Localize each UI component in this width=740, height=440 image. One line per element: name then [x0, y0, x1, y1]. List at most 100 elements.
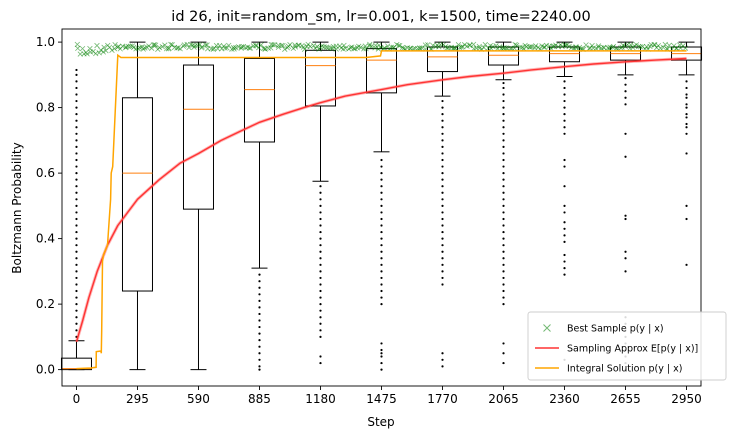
outlier-point [624, 103, 627, 106]
y-axis-title: Boltzmann Probability [10, 142, 24, 273]
outlier-point [563, 221, 566, 224]
outlier-point [563, 234, 566, 237]
outlier-point [380, 257, 383, 260]
best-sample-point [323, 44, 329, 50]
outlier-point [258, 273, 261, 276]
best-sample-point [230, 44, 237, 51]
best-sample-point [455, 42, 462, 48]
best-sample-point [666, 42, 672, 48]
box-body [121, 97, 153, 292]
outlier-point [75, 230, 78, 234]
outlier-point [502, 158, 505, 162]
outlier-point [563, 165, 566, 168]
best-sample-point [517, 44, 523, 50]
outlier-point [319, 204, 322, 207]
outlier-point [75, 217, 78, 221]
outlier-point [258, 319, 261, 322]
outlier-point [563, 273, 566, 276]
outlier-point [563, 113, 566, 116]
outlier-point [502, 198, 505, 201]
best-sample-point [246, 45, 252, 51]
outlier-point [502, 191, 505, 194]
outlier-point [380, 342, 383, 345]
outlier-point [441, 145, 444, 149]
outlier-point [563, 80, 566, 83]
best-sample-point [461, 42, 468, 48]
outlier-point [441, 270, 444, 273]
outlier-point [75, 185, 78, 188]
best-sample-point [247, 45, 254, 51]
outlier-point [319, 198, 322, 201]
x-tick-label: 295 [126, 392, 149, 406]
outlier-point [380, 296, 383, 299]
outlier-point [441, 365, 444, 368]
outlier-point [75, 191, 78, 194]
outlier-point [441, 158, 444, 162]
outlier-point [75, 73, 78, 76]
x-tick-label: 1180 [305, 392, 336, 406]
outlier-point [75, 224, 78, 227]
outlier-point [319, 211, 322, 214]
box-885 [243, 41, 275, 269]
outlier-point [75, 113, 78, 116]
outlier-point [502, 224, 505, 227]
outlier-point [624, 257, 627, 260]
outlier-point [319, 185, 322, 188]
outlier-point [380, 172, 383, 175]
outlier-point [75, 322, 78, 325]
y-tick-label: 0.6 [36, 166, 55, 180]
x-axis: 0 295 590 885 1180 1475 1770 2065 2360 2655 2950 [73, 386, 702, 406]
best-sample-point [633, 42, 640, 48]
outlier-point [319, 289, 322, 293]
best-sample-point [395, 42, 402, 49]
legend-entries: Best Sample p(y | x) Sampling Approx E[p(… [535, 324, 698, 375]
best-sample-point [512, 41, 518, 48]
best-sample-point [109, 47, 115, 53]
outlier-point [75, 198, 78, 201]
lines-layer [74, 50, 687, 370]
outlier-point [685, 96, 688, 99]
outlier-point [563, 240, 566, 243]
outlier-point [624, 132, 627, 135]
outlier-point [75, 158, 78, 162]
outlier-point [685, 122, 688, 126]
outlier-point [685, 113, 688, 116]
best-sample-point [174, 45, 180, 51]
legend-frame [527, 311, 727, 381]
outlier-point [502, 152, 505, 155]
outlier-point [319, 191, 322, 194]
outlier-point [319, 335, 322, 338]
outlier-point [502, 257, 505, 260]
outlier-point [502, 119, 505, 122]
outlier-point [502, 106, 505, 109]
outlier-point [502, 237, 505, 240]
outlier-point [319, 270, 322, 273]
outlier-point [685, 126, 688, 129]
outlier-point [380, 250, 383, 253]
outlier-point [75, 86, 78, 90]
outlier-point [258, 339, 261, 342]
best-sample-point [533, 43, 539, 49]
outlier-point [380, 158, 383, 162]
best-sample-point [96, 50, 102, 56]
outlier-point [75, 172, 78, 175]
best-sample-point [481, 44, 487, 51]
best-sample-point [549, 43, 556, 49]
outlier-point [441, 211, 444, 214]
outlier-point [319, 303, 322, 306]
outlier-point [502, 342, 505, 345]
outlier-point [441, 126, 444, 129]
outlier-point [75, 93, 78, 96]
outlier-point [258, 365, 261, 368]
chart-title: id 26, init=random_sm, lr=0.001, k=1500,… [171, 9, 590, 25]
legend-label: Sampling Approx E[p(y | x)] [567, 344, 698, 355]
best-sample-point [476, 43, 482, 50]
outlier-point [75, 119, 78, 122]
outlier-point [441, 257, 444, 260]
best-sample-point [84, 51, 90, 57]
y-tick-label: 0.2 [36, 297, 55, 311]
outlier-point [441, 185, 444, 188]
outlier-point [502, 230, 505, 234]
outlier-point [75, 329, 78, 332]
best-sample-point [152, 42, 159, 48]
